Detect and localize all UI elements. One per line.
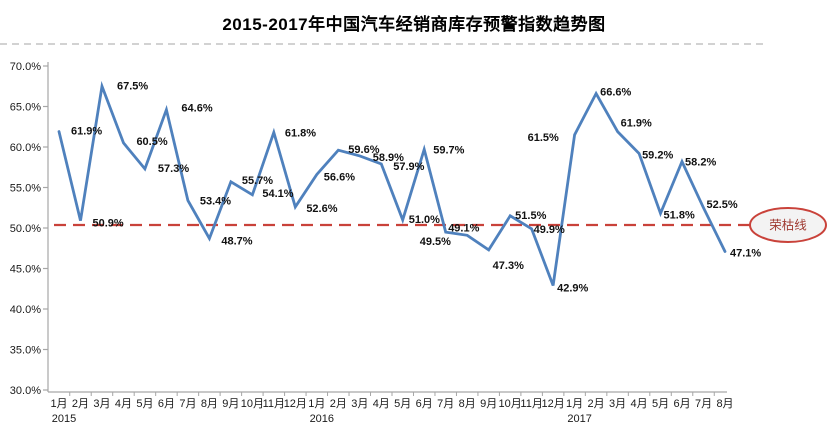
data-point-label: 57.9% bbox=[393, 161, 424, 173]
y-tick-label: 45.0% bbox=[10, 264, 41, 276]
x-tick-label: 10月 bbox=[241, 398, 264, 410]
data-point-label: 54.1% bbox=[262, 188, 293, 200]
data-point-label: 61.5% bbox=[528, 132, 559, 144]
data-point-label: 49.5% bbox=[420, 236, 451, 248]
x-tick-label: 5月 bbox=[394, 398, 411, 410]
trend-line bbox=[57, 80, 727, 286]
y-tick-label: 50.0% bbox=[10, 223, 41, 235]
chart-title: 2015-2017年中国汽车经销商库存预警指数趋势图 bbox=[222, 15, 606, 34]
data-point-label: 52.5% bbox=[707, 199, 738, 211]
y-tick-label: 65.0% bbox=[10, 102, 41, 114]
data-point-label: 59.6% bbox=[348, 144, 379, 156]
x-tick-label: 6月 bbox=[158, 398, 175, 410]
x-tick-label: 1月 bbox=[50, 398, 67, 410]
data-point-label: 47.1% bbox=[730, 247, 761, 259]
data-point-label: 47.3% bbox=[493, 260, 524, 272]
x-tick-label: 7月 bbox=[179, 398, 196, 410]
x-tick-label: 12月 bbox=[284, 398, 307, 410]
data-point-label: 53.4% bbox=[200, 195, 231, 207]
x-tick-label: 4月 bbox=[631, 398, 648, 410]
x-tick-label: 6月 bbox=[673, 398, 690, 410]
x-tick-label: 5月 bbox=[136, 398, 153, 410]
x-tick-label: 2月 bbox=[330, 398, 347, 410]
data-point-label: 60.5% bbox=[136, 136, 167, 148]
year-label: 2015 bbox=[52, 413, 76, 425]
x-tick-label: 10月 bbox=[499, 398, 522, 410]
x-tick-label: 3月 bbox=[93, 398, 110, 410]
x-tick-label: 8月 bbox=[201, 398, 218, 410]
year-label: 2016 bbox=[310, 413, 334, 425]
data-point-label: 42.9% bbox=[557, 283, 588, 295]
y-tick-label: 30.0% bbox=[10, 385, 41, 397]
y-tick-label: 70.0% bbox=[10, 61, 41, 73]
data-point-label: 58.2% bbox=[685, 157, 716, 169]
data-point-label: 59.7% bbox=[433, 144, 464, 156]
x-tick-label: 8月 bbox=[716, 398, 733, 410]
x-tick-label: 2月 bbox=[72, 398, 89, 410]
x-tick-label: 3月 bbox=[351, 398, 368, 410]
data-point-label: 51.8% bbox=[664, 209, 695, 221]
x-tick-label: 7月 bbox=[695, 398, 712, 410]
year-label: 2017 bbox=[567, 413, 591, 425]
x-tick-label: 3月 bbox=[609, 398, 626, 410]
data-point-label: 61.9% bbox=[71, 126, 102, 138]
x-tick-label: 9月 bbox=[222, 398, 239, 410]
y-tick-label: 55.0% bbox=[10, 183, 41, 195]
x-tick-label: 12月 bbox=[542, 398, 565, 410]
data-point-label: 49.9% bbox=[534, 224, 565, 236]
data-point-label: 61.8% bbox=[285, 127, 316, 139]
x-tick-label: 11月 bbox=[520, 398, 542, 410]
x-tick-label: 9月 bbox=[480, 398, 497, 410]
data-point-label: 67.5% bbox=[117, 80, 148, 92]
y-tick-label: 60.0% bbox=[10, 142, 41, 154]
data-point-label: 50.9% bbox=[92, 218, 123, 230]
data-point-label: 57.3% bbox=[158, 163, 189, 175]
x-tick-label: 1月 bbox=[308, 398, 325, 410]
x-tick-label: 5月 bbox=[652, 398, 669, 410]
y-tick-label: 35.0% bbox=[10, 345, 41, 357]
x-tick-label: 6月 bbox=[416, 398, 433, 410]
x-tick-label: 11月 bbox=[263, 398, 285, 410]
data-point-label: 56.6% bbox=[324, 172, 355, 184]
x-tick-label: 4月 bbox=[373, 398, 390, 410]
data-point-label: 55.7% bbox=[242, 175, 273, 187]
data-point-label: 48.7% bbox=[221, 236, 252, 248]
data-point-label: 59.2% bbox=[642, 149, 673, 161]
x-tick-label: 7月 bbox=[437, 398, 454, 410]
data-point-label: 51.0% bbox=[409, 214, 440, 226]
data-point-label: 51.5% bbox=[515, 210, 546, 222]
data-point-label: 66.6% bbox=[600, 87, 631, 99]
data-point-label: 49.1% bbox=[448, 222, 479, 234]
x-tick-label: 8月 bbox=[459, 398, 476, 410]
threshold-ellipse bbox=[749, 207, 827, 243]
data-point-label: 58.9% bbox=[373, 152, 404, 164]
data-point-label: 61.9% bbox=[621, 118, 652, 130]
data-point-label: 52.6% bbox=[306, 203, 337, 215]
threshold-label: 荣枯线 bbox=[769, 218, 807, 233]
x-tick-label: 2月 bbox=[588, 398, 605, 410]
y-tick-label: 40.0% bbox=[10, 304, 41, 316]
x-tick-label: 4月 bbox=[115, 398, 132, 410]
x-tick-label: 1月 bbox=[566, 398, 583, 410]
data-point-label: 64.6% bbox=[181, 103, 212, 115]
